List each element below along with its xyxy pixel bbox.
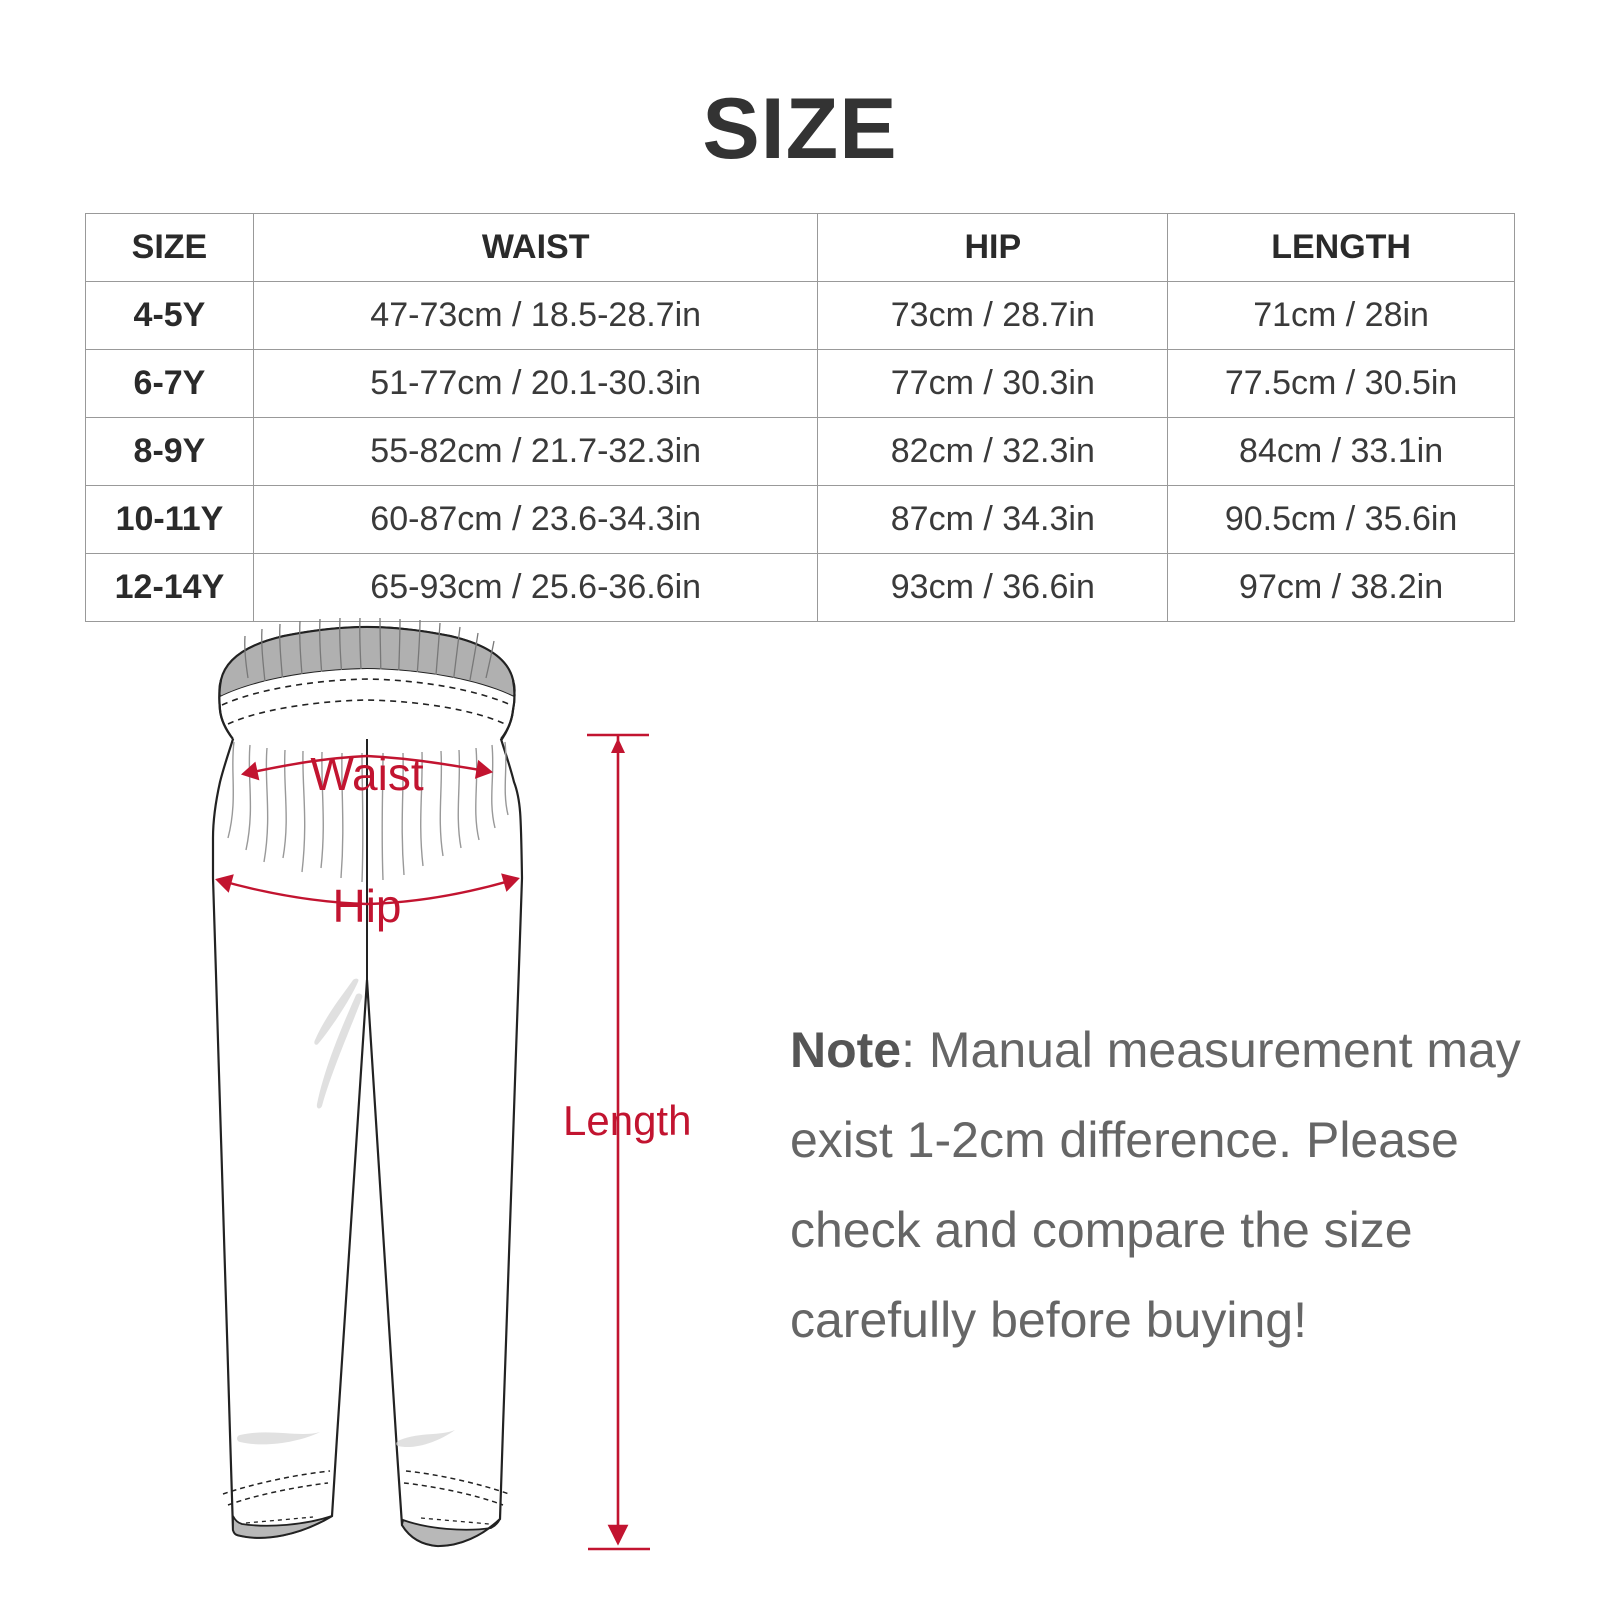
svg-text:Hip: Hip	[332, 880, 401, 932]
svg-text:Waist: Waist	[310, 748, 424, 800]
svg-text:Length: Length	[563, 1097, 691, 1144]
